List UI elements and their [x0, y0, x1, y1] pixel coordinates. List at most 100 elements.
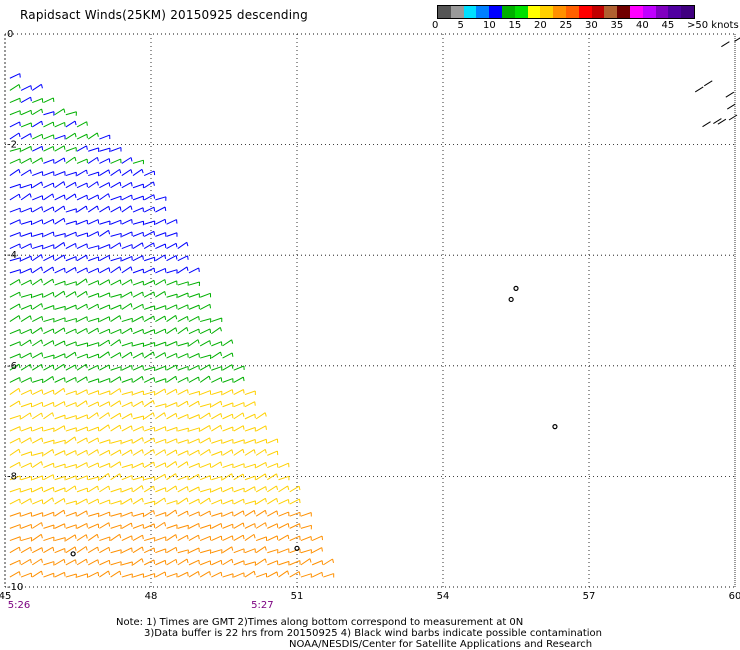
wind-barb: [31, 254, 42, 262]
wind-barb: [121, 231, 133, 237]
wind-barb-flag: [97, 194, 100, 199]
wind-barb: [20, 207, 32, 213]
wind-barb-flag: [18, 449, 21, 454]
wind-barb: [43, 340, 54, 347]
wind-barb: [43, 497, 53, 505]
wind-barb-flag: [141, 242, 144, 247]
wind-barb: [211, 317, 222, 323]
wind-barb: [43, 182, 54, 189]
wind-barb-flag: [186, 510, 189, 516]
wind-barb: [54, 145, 65, 152]
wind-barb-flag: [119, 413, 122, 418]
wind-barb: [99, 229, 109, 237]
wind-barb-flag: [276, 473, 279, 478]
wind-barb-flag: [64, 340, 66, 346]
wind-barb-flag: [119, 315, 122, 320]
wind-barb: [267, 571, 278, 578]
wind-barb: [43, 572, 54, 578]
time-label: 5:26: [8, 600, 30, 611]
wind-barb-flag: [97, 328, 100, 333]
wind-barb: [188, 267, 199, 274]
wind-barb: [32, 452, 44, 456]
wind-barb: [323, 558, 333, 566]
wind-barb: [88, 280, 99, 286]
wind-barb: [188, 390, 200, 396]
wind-barb-flag: [153, 242, 155, 247]
wind-barb: [289, 523, 300, 529]
wind-barb: [43, 206, 54, 213]
wind-barb: [20, 304, 32, 310]
wind-barb: [99, 267, 110, 274]
wind-barb: [9, 414, 21, 420]
wind-barb: [300, 573, 312, 578]
wind-barb: [20, 183, 32, 189]
wind-barb: [300, 536, 312, 542]
wind-barb: [222, 378, 234, 383]
wind-barb: [65, 573, 77, 578]
wind-barb-flag: [52, 193, 55, 198]
wind-barb: [132, 462, 144, 469]
wind-barb-flag: [276, 485, 279, 490]
wind-barb: [255, 509, 266, 517]
wind-barb-flag: [63, 181, 66, 186]
wind-barb: [20, 243, 32, 250]
colorbar-swatch: [553, 6, 566, 18]
wind-barb: [155, 378, 166, 383]
wind-barb: [177, 389, 188, 396]
colorbar-swatch: [501, 6, 515, 18]
wind-barb: [9, 183, 21, 189]
wind-barb-flag: [264, 412, 267, 417]
wind-barb-flag: [198, 450, 200, 455]
wind-barb-flag: [198, 376, 200, 382]
wind-barb: [76, 303, 87, 310]
wind-barb: [99, 377, 110, 383]
colorbar-swatch: [438, 6, 451, 18]
wind-barb-flag: [208, 497, 211, 503]
wind-barb: [144, 390, 155, 396]
wind-barb: [199, 448, 210, 456]
wind-barb: [155, 365, 166, 371]
wind-barb: [166, 438, 177, 444]
wind-barb: [143, 461, 154, 468]
wind-barb-flag: [108, 401, 111, 406]
wind-barb-flag: [40, 327, 43, 332]
wind-barb: [267, 548, 278, 554]
wind-barb: [255, 438, 267, 444]
wind-barb-flag: [86, 169, 88, 175]
wind-barb: [99, 412, 109, 420]
colorbar-label: 40: [636, 20, 649, 31]
wind-barb: [255, 546, 266, 554]
wind-barb: [255, 412, 266, 420]
wind-barb: [54, 377, 65, 383]
wind-barb-flag: [18, 194, 21, 199]
wind-barb: [43, 244, 54, 250]
wind-barb: [121, 317, 133, 323]
wind-barb: [76, 475, 88, 481]
wind-barb-flag: [19, 377, 21, 382]
wind-barb-flag: [164, 571, 167, 577]
wind-barb-flag: [175, 534, 178, 539]
wind-barb-flag: [152, 400, 155, 405]
colorbar-swatch: [540, 6, 554, 18]
wind-barb-flag: [265, 486, 267, 491]
wind-barb: [166, 449, 177, 456]
wind-barb-flag: [119, 388, 122, 393]
wind-barb: [144, 342, 155, 347]
wind-barb: [144, 476, 155, 481]
wind-barb: [211, 535, 222, 542]
wind-barb: [87, 231, 99, 237]
wind-barb-flag: [74, 156, 77, 162]
colorbar-swatch: [463, 6, 477, 18]
wind-barb: [110, 242, 121, 249]
wind-barb: [43, 158, 54, 164]
wind-barb: [87, 437, 99, 444]
wind-barb: [76, 219, 88, 225]
wind-barb: [166, 388, 177, 395]
colorbar-label: 30: [585, 20, 598, 31]
wind-barb: [132, 159, 144, 164]
wind-barb-flag: [287, 534, 290, 540]
wind-barb-flag: [209, 571, 211, 576]
wind-barb-flag: [197, 339, 200, 344]
wind-barb-flag: [74, 546, 77, 551]
wind-barb-flag: [63, 364, 66, 369]
